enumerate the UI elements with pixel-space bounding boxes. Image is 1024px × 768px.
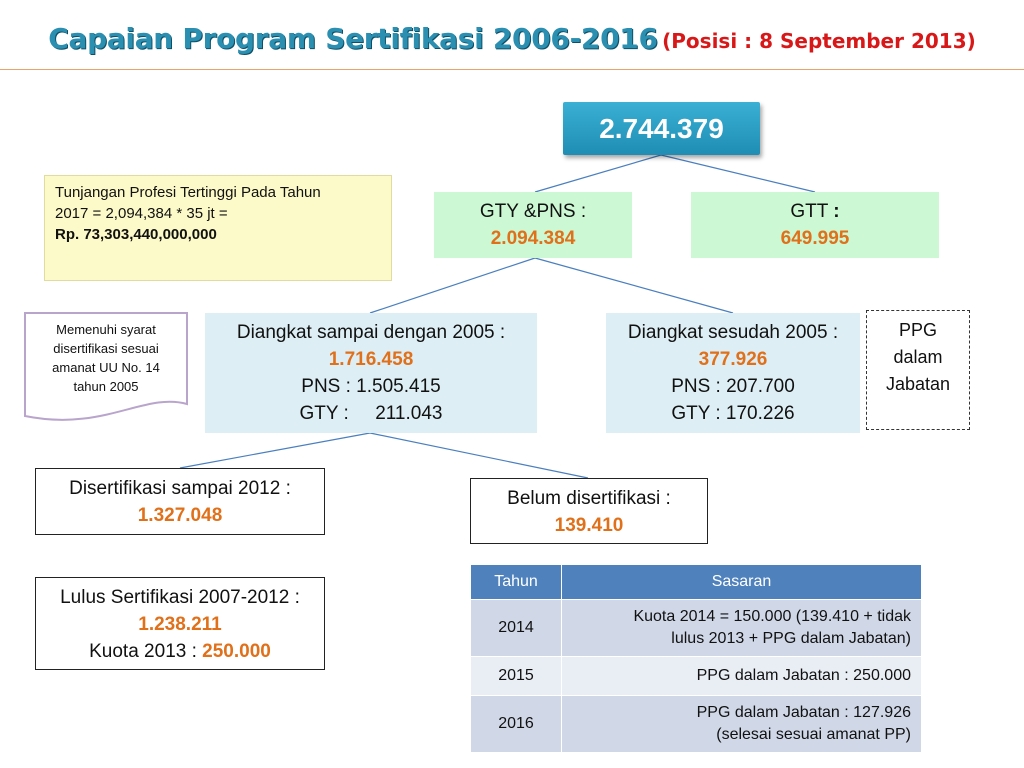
row-year: 2014: [470, 599, 562, 657]
not-certified-value: 139.410: [554, 515, 624, 536]
doc-line-1: Memenuhi syarat: [56, 322, 156, 337]
gtt-label: GTT: [790, 201, 829, 222]
gty-pns-label: GTY &PNS :: [479, 201, 587, 222]
table-row: 2014 Kuota 2014 = 150.000 (139.410 + tid…: [470, 599, 922, 657]
doc-line-4: tahun 2005: [73, 379, 139, 394]
gtt-box: GTT : 649.995: [691, 192, 939, 258]
gtt-value: 649.995: [780, 228, 850, 249]
certified-until-2012-box: Disertifikasi sampai 2012 : 1.327.048: [35, 468, 325, 535]
gty-pns-box: GTY &PNS : 2.094.384: [434, 192, 632, 258]
appointed-before-2005-box: Diangkat sampai dengan 2005 : 1.716.458 …: [205, 313, 537, 433]
document-note: Memenuhi syarat disertifikasi sesuai ama…: [24, 320, 188, 396]
table-row: 2016 PPG dalam Jabatan : 127.926 (selesa…: [470, 695, 922, 753]
header-target: Sasaran: [561, 564, 922, 600]
row-target-line: (selesai sesuai amanat PP): [716, 726, 911, 743]
connector-gty-after: [534, 257, 734, 314]
connector-total-gtt: [660, 154, 816, 193]
page-title: Capaian Program Sertifikasi 2006-2016 (P…: [0, 22, 1024, 55]
before-gty: GTY : 211.043: [299, 403, 443, 424]
after-gty: GTY : 170.226: [671, 403, 795, 424]
title-main: Capaian Program Sertifikasi 2006-2016: [48, 22, 658, 55]
row-year: 2016: [470, 695, 562, 753]
gty-pns-value: 2.094.384: [490, 228, 576, 249]
row-target-line: PPG dalam Jabatan : 127.926: [696, 704, 911, 721]
note-line-2: 2017 = 2,094,384 * 35 jt =: [55, 205, 228, 222]
total-teachers-box: 2.744.379: [563, 102, 760, 155]
before-pns: PNS : 1.505.415: [301, 376, 441, 397]
row-target: Kuota 2014 = 150.000 (139.410 + tidak lu…: [561, 599, 922, 657]
connector-before-certified: [179, 432, 371, 469]
ppg-line-2: dalam: [893, 347, 943, 367]
row-target-line: lulus 2013 + PPG dalam Jabatan): [671, 630, 911, 647]
doc-line-3: amanat UU No. 14: [52, 360, 160, 375]
row-target-line: PPG dalam Jabatan : 250.000: [696, 667, 911, 684]
title-divider: [0, 69, 1024, 70]
row-year: 2015: [470, 656, 562, 696]
after-pns: PNS : 207.700: [671, 376, 795, 397]
connector-total-gty: [534, 154, 662, 193]
header-year: Tahun: [470, 564, 562, 600]
after-value: 377.926: [698, 349, 768, 370]
before-label: Diangkat sampai dengan 2005 :: [236, 322, 506, 343]
target-table: Tahun Sasaran 2014 Kuota 2014 = 150.000 …: [470, 564, 922, 753]
appointed-after-2005-box: Diangkat sesudah 2005 : 377.926 PNS : 20…: [606, 313, 860, 433]
after-label: Diangkat sesudah 2005 :: [627, 322, 839, 343]
certified-label: Disertifikasi sampai 2012 :: [69, 478, 291, 499]
row-target: PPG dalam Jabatan : 127.926 (selesai ses…: [561, 695, 922, 753]
row-target: PPG dalam Jabatan : 250.000: [561, 656, 922, 696]
allowance-note: Tunjangan Profesi Tertinggi Pada Tahun 2…: [44, 175, 392, 281]
ppg-line-1: PPG: [898, 320, 937, 340]
quota-value: 250.000: [202, 641, 271, 662]
table-header-row: Tahun Sasaran: [470, 564, 922, 600]
title-subtitle: (Posisi : 8 September 2013): [662, 29, 976, 53]
quota-label: Kuota 2013 :: [89, 641, 203, 662]
not-certified-label: Belum disertifikasi :: [507, 488, 671, 509]
connector-before-notcertified: [369, 432, 589, 479]
connector-gty-before: [369, 257, 536, 314]
passed-label: Lulus Sertifikasi 2007-2012 :: [60, 587, 300, 608]
row-target-line: Kuota 2014 = 150.000 (139.410 + tidak: [633, 608, 911, 625]
note-line-3: Rp. 73,303,440,000,000: [55, 226, 217, 243]
ppg-in-service-box: PPG dalam Jabatan: [866, 310, 970, 430]
ppg-line-3: Jabatan: [885, 374, 951, 394]
document-shape: [24, 312, 188, 421]
gtt-colon: :: [833, 201, 840, 222]
passed-certification-box: Lulus Sertifikasi 2007-2012 : 1.238.211 …: [35, 577, 325, 670]
certified-value: 1.327.048: [137, 505, 223, 526]
table-row: 2015 PPG dalam Jabatan : 250.000: [470, 656, 922, 696]
passed-value: 1.238.211: [138, 614, 222, 635]
before-value: 1.716.458: [328, 349, 414, 370]
not-certified-box: Belum disertifikasi : 139.410: [470, 478, 708, 544]
note-line-1: Tunjangan Profesi Tertinggi Pada Tahun: [55, 184, 321, 201]
doc-line-2: disertifikasi sesuai: [53, 341, 159, 356]
